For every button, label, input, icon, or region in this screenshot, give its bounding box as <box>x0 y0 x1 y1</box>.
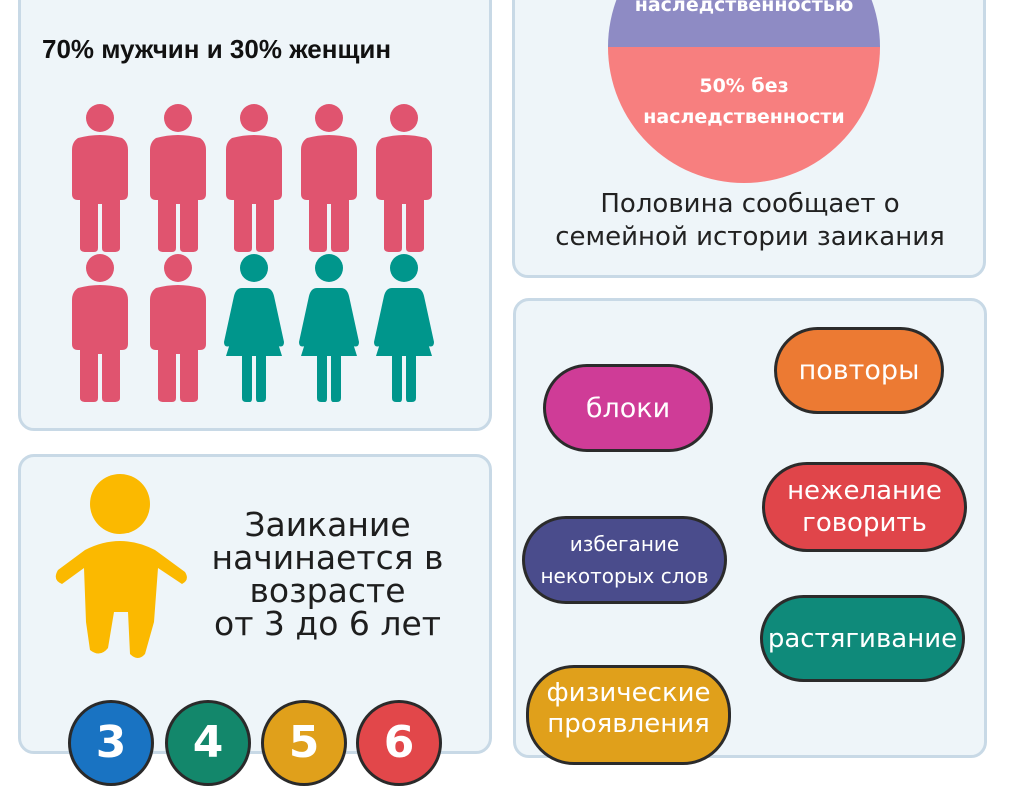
male-figure-icon <box>374 102 434 256</box>
pie-slice-with-heredity <box>608 0 880 47</box>
female-figure-icon <box>374 252 434 406</box>
male-figure-icon <box>70 252 130 406</box>
heredity-pie-chart <box>608 0 880 183</box>
age-text-line3: возрасте <box>249 571 406 610</box>
heredity-caption-line1: Половина сообщает о <box>600 189 900 219</box>
male-figure-icon <box>148 252 208 406</box>
pie-label-bottom-line1: 50% без <box>699 75 789 97</box>
age-text: Заикание начинается в возрасте от 3 до 6… <box>195 508 460 640</box>
pie-label-bottom-line2: наследственности <box>643 106 845 128</box>
symptom-physical-line2: проявления <box>547 709 710 739</box>
symptom-repetitions-label: повторы <box>798 355 920 386</box>
heredity-caption: Половина сообщает о семейной истории заи… <box>520 188 980 254</box>
age-circle-5: 5 <box>261 700 347 786</box>
symptom-pill-repetitions: повторы <box>774 327 944 414</box>
pie-label-top: наследственностью <box>634 0 854 16</box>
male-figure-icon <box>70 102 130 256</box>
symptom-pill-physical: физические проявления <box>526 665 731 765</box>
age-text-line1: Заикание <box>244 505 411 544</box>
female-figure-icon <box>224 252 284 406</box>
symptom-blocks-label: блоки <box>585 392 671 424</box>
male-figure-icon <box>224 102 284 256</box>
symptom-avoidance-line2: некоторых слов <box>540 564 709 588</box>
male-figure-icon <box>148 102 208 256</box>
age-text-line4: от 3 до 6 лет <box>214 604 441 643</box>
symptom-pill-avoidance: избегание некоторых слов <box>522 516 727 604</box>
symptom-unwillingness-line1: нежелание <box>787 476 942 506</box>
gender-title: 70% мужчин и 30% женщин <box>42 34 392 64</box>
symptom-prolongation-label: растягивание <box>767 623 958 654</box>
symptom-avoidance-line1: избегание <box>569 532 680 556</box>
heredity-caption-line2: семейной истории заикания <box>555 222 945 252</box>
age-text-line2: начинается в <box>211 538 444 577</box>
symptom-physical-line1: физические <box>546 678 711 708</box>
male-figure-icon <box>299 102 359 256</box>
child-icon <box>55 474 187 658</box>
symptom-pill-prolongation: растягивание <box>760 595 965 682</box>
age-circle-6: 6 <box>356 700 442 786</box>
symptom-unwillingness-line2: говорить <box>802 508 927 538</box>
female-figure-icon <box>299 252 359 406</box>
age-circle-3: 3 <box>68 700 154 786</box>
age-circle-4: 4 <box>165 700 251 786</box>
symptom-pill-blocks: блоки <box>543 364 713 452</box>
symptom-pill-unwillingness: нежелание говорить <box>762 462 967 552</box>
